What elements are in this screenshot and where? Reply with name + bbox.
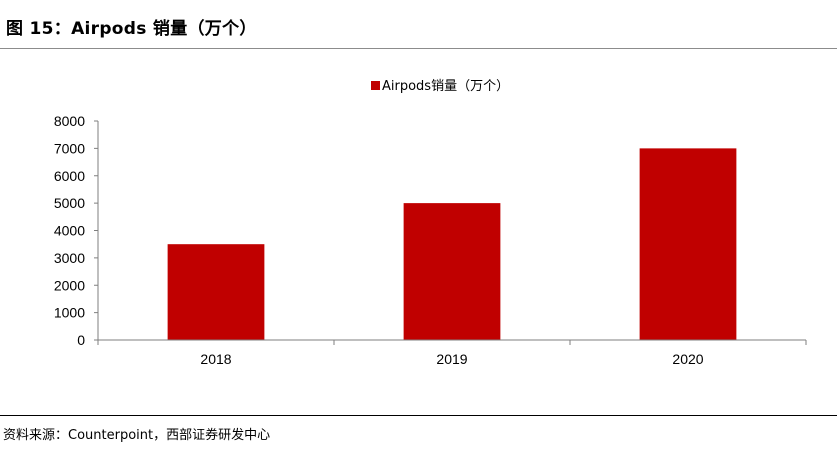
legend-swatch	[371, 81, 380, 90]
y-tick-label: 1000	[54, 305, 85, 321]
y-tick-label: 3000	[54, 250, 85, 266]
source-note: 资料来源：Counterpoint，西部证券研发中心	[3, 428, 271, 443]
x-tick-label: 2019	[436, 351, 467, 367]
y-axis: 0 1000 2000 3000 4000 5000 6000 7000 8000	[54, 113, 99, 348]
top-rule	[0, 48, 837, 49]
legend: Airpods销量（万个）	[371, 79, 509, 94]
y-tick-label: 4000	[54, 223, 85, 239]
x-tick-label: 2018	[200, 351, 231, 367]
y-tick-label: 8000	[54, 113, 85, 129]
y-tick-label: 0	[77, 332, 85, 348]
x-tick-label: 2020	[672, 351, 703, 367]
legend-label: Airpods销量（万个）	[382, 79, 509, 94]
y-tick-label: 7000	[54, 140, 85, 156]
bar-2019	[403, 203, 501, 340]
x-axis: 2018 2019 2020	[97, 339, 807, 367]
bars	[167, 148, 737, 340]
bottom-rule	[0, 415, 837, 416]
y-tick-label: 6000	[54, 168, 85, 184]
bar-2018	[167, 244, 265, 340]
bar-2020	[639, 148, 737, 340]
y-tick-label: 5000	[54, 195, 85, 211]
figure-title: 图 15：Airpods 销量（万个）	[6, 19, 257, 39]
y-tick-label: 2000	[54, 277, 85, 293]
